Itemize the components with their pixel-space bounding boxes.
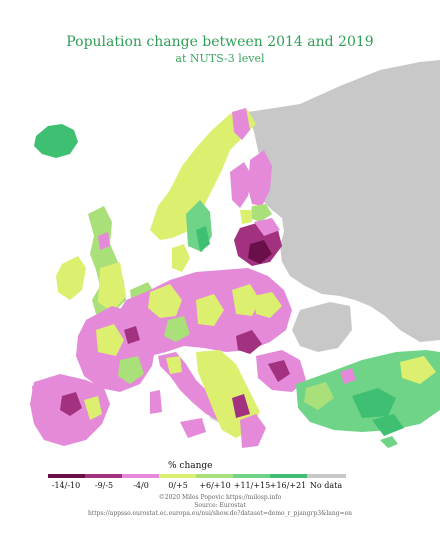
- iceland-region: [34, 124, 78, 158]
- credit-url: https://appsso.eurostat.ec.europa.eu/nui…: [87, 510, 352, 517]
- legend: -14/-10 -9/-5 -4/0 0/+5 +6/+10 +11/+15 +…: [48, 474, 346, 492]
- legend-swatch-4: [159, 474, 196, 478]
- credit-author: ©2020 Milos Popovic https://milosp.info: [158, 494, 282, 501]
- british-isles-regions: [56, 206, 126, 314]
- legend-label-3: -4/0: [133, 481, 149, 490]
- credits: ©2020 Milos Popovic https://milosp.info …: [0, 494, 440, 518]
- legend-swatch-8: [307, 474, 346, 478]
- credit-source: Source: Eurostat: [194, 502, 246, 509]
- map-title: Population change between 2014 and 2019: [66, 34, 374, 50]
- legend-title: % change: [168, 461, 213, 471]
- legend-label-5: +6/+10: [199, 481, 231, 490]
- legend-label-6: +11/+15: [233, 481, 271, 490]
- legend-label-1: -14/-10: [51, 481, 81, 490]
- legend-swatch-3: [122, 474, 159, 478]
- iberia-regions: [30, 374, 110, 446]
- central-europe-regions: [116, 268, 292, 356]
- legend-swatch-7: [270, 474, 307, 478]
- legend-label-2: -9/-5: [94, 481, 114, 490]
- france-regions: [76, 306, 156, 392]
- turkey-regions: [296, 350, 440, 436]
- legend-swatch-1: [48, 474, 85, 478]
- legend-swatch-6: [233, 474, 270, 478]
- no-data-region: [210, 60, 440, 424]
- legend-swatch-5: [196, 474, 233, 478]
- cyprus-region: [380, 436, 398, 448]
- map-subtitle: at NUTS-3 level: [175, 52, 265, 65]
- legend-label-8: No data: [309, 481, 343, 490]
- legend-label-4: 0/+5: [168, 481, 188, 490]
- baltic-regions: [234, 218, 282, 266]
- italy-regions: [150, 352, 222, 438]
- legend-swatch-2: [85, 474, 122, 478]
- balkans-regions: [196, 350, 306, 448]
- scandinavia-regions: [150, 108, 272, 252]
- legend-label-7: +16/+21: [269, 481, 307, 490]
